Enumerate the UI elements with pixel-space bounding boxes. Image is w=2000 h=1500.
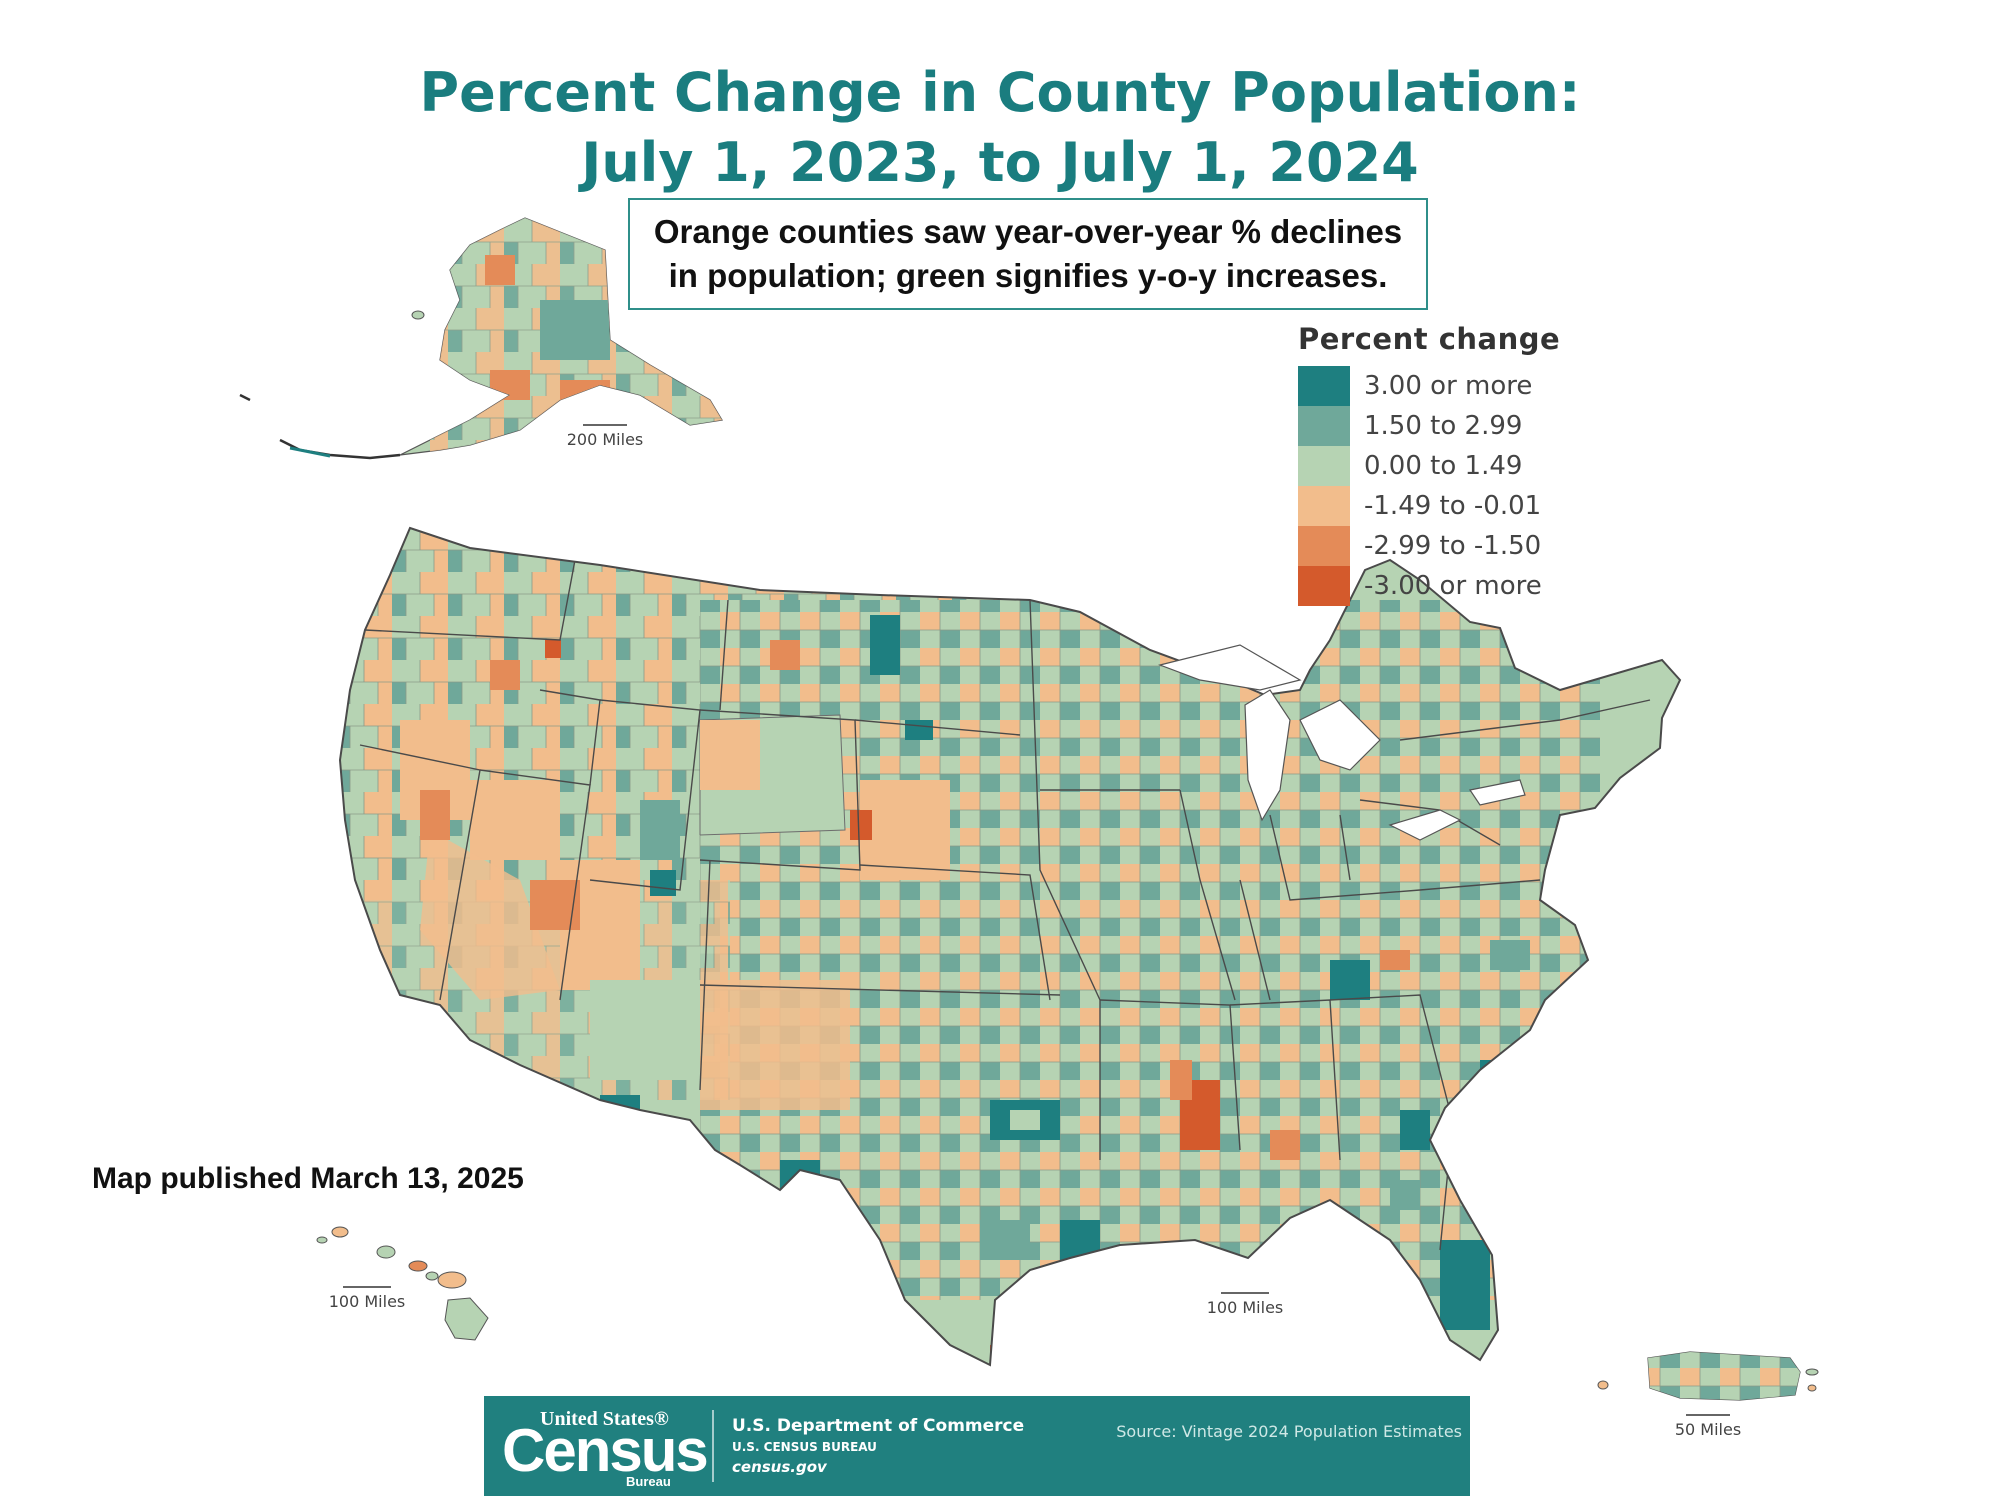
legend-swatch [1298, 486, 1350, 526]
census-url: census.gov [732, 1458, 827, 1476]
source-note: Source: Vintage 2024 Population Estimate… [1116, 1422, 1462, 1441]
legend-label: 0.00 to 1.49 [1364, 451, 1523, 481]
census-footer: United States® Census Bureau U.S. Depart… [484, 1396, 1470, 1496]
legend: Percent change 3.00 or more 1.50 to 2.99… [1298, 322, 1560, 606]
legend-item: 0.00 to 1.49 [1298, 446, 1560, 486]
department-info: U.S. Department of Commerce U.S. CENSUS … [732, 1416, 1024, 1476]
legend-swatch [1298, 446, 1350, 486]
alaska-scale-label: 200 Miles [566, 430, 644, 449]
logo-top-text: United States® [540, 1408, 669, 1430]
legend-swatch [1298, 366, 1350, 406]
hawaii [316, 1226, 489, 1341]
legend-swatch [1298, 526, 1350, 566]
legend-item: -2.99 to -1.50 [1298, 526, 1560, 566]
legend-label: 3.00 or more [1364, 371, 1533, 401]
bureau-name: U.S. CENSUS BUREAU [732, 1440, 877, 1454]
explanation-box: Orange counties saw year-over-year % dec… [628, 198, 1428, 310]
legend-title: Percent change [1298, 322, 1561, 356]
alaska [239, 217, 723, 460]
contiguous-us [338, 526, 1682, 1367]
map-title-line-2: July 1, 2023, to July 1, 2024 [581, 131, 1419, 194]
legend-items: 3.00 or more 1.50 to 2.99 0.00 to 1.49 -… [1298, 366, 1560, 606]
hawaii-scale-label: 100 Miles [328, 1292, 406, 1311]
map-title: Percent Change in County Population: Jul… [0, 58, 2000, 198]
puerto-rico-scale: 50 Miles [1668, 1414, 1748, 1439]
legend-label: -1.49 to -0.01 [1364, 491, 1542, 521]
legend-item: -1.49 to -0.01 [1298, 486, 1560, 526]
explanation-line-1: Orange counties saw year-over-year % dec… [653, 213, 1403, 250]
footer-divider [712, 1410, 714, 1482]
conus-scale-label: 100 Miles [1206, 1298, 1284, 1317]
legend-label: -3.00 or more [1364, 571, 1542, 601]
alaska-scale: 200 Miles [560, 424, 650, 449]
legend-swatch [1298, 406, 1350, 446]
census-logo: United States® Census Bureau [484, 1396, 712, 1496]
logo-main-text: Census [502, 1417, 709, 1484]
legend-label: -2.99 to -1.50 [1364, 531, 1542, 561]
puerto-rico-scale-label: 50 Miles [1674, 1420, 1742, 1439]
explanation-line-2: in population; green signifies y-o-y inc… [668, 257, 1388, 294]
legend-swatch [1298, 566, 1350, 606]
map-title-line-1: Percent Change in County Population: [419, 61, 1581, 124]
published-date: Map published March 13, 2025 [92, 1162, 524, 1195]
puerto-rico [1597, 1351, 1819, 1401]
logo-bottom-text: Bureau [626, 1474, 671, 1489]
legend-label: 1.50 to 2.99 [1364, 411, 1523, 441]
legend-item: -3.00 or more [1298, 566, 1560, 606]
hawaii-scale: 100 Miles [322, 1286, 412, 1311]
department-name: U.S. Department of Commerce [732, 1416, 1025, 1436]
legend-item: 3.00 or more [1298, 366, 1560, 406]
legend-item: 1.50 to 2.99 [1298, 406, 1560, 446]
conus-scale: 100 Miles [1200, 1292, 1290, 1317]
